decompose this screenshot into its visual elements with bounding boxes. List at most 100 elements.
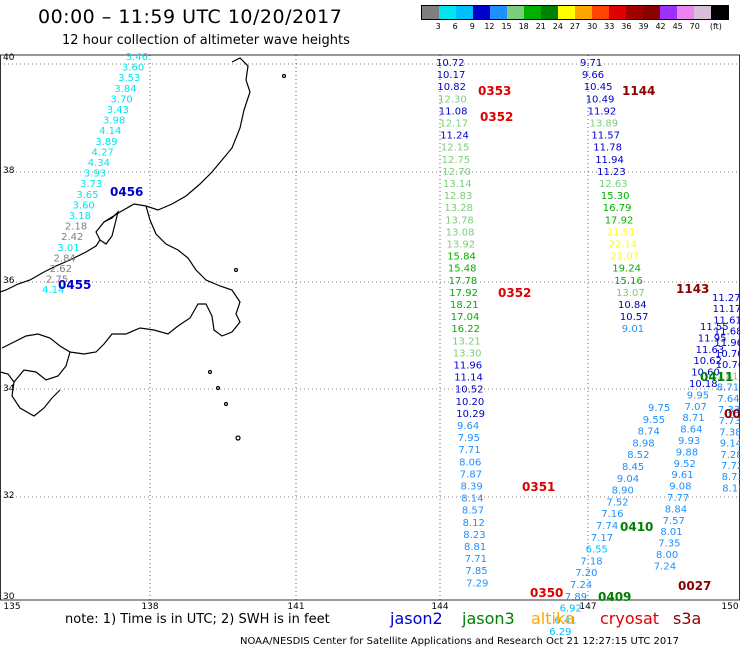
wave-height-value: 6.29 [549, 627, 571, 638]
legend-labels: 3 6 9 12 15 18 21 24 27 30 33 36 39 42 45 70 (ft) [421, 22, 729, 34]
pass-time-label: 0352 [498, 286, 531, 300]
wave-height-value: 8.71 [682, 413, 704, 424]
pass-time-label: 1144 [622, 84, 655, 98]
legend-swatch-5 [507, 6, 524, 19]
pass-time-label: 0353 [478, 84, 511, 98]
wave-height-value: 8.74 [638, 427, 660, 438]
wave-height-value: 6.41 [554, 615, 576, 626]
wave-height-value: 10.82 [437, 82, 466, 93]
japan-coastline [0, 57, 287, 441]
wave-height-value: 3.60 [73, 200, 95, 211]
island-5 [223, 401, 229, 407]
island-6 [235, 435, 241, 441]
wave-height-value: 8.45 [622, 462, 644, 473]
legend-label-7: 24 [552, 22, 563, 31]
legend-swatch-0 [422, 6, 439, 19]
legend-color-bar [421, 5, 729, 20]
wave-height-value: 17.78 [449, 276, 478, 287]
wave-height-value: 8.12 [463, 518, 485, 529]
wave-height-value: 3.70 [111, 94, 133, 105]
wave-height-value: 3.43 [107, 105, 129, 116]
wave-height-value: 3.60 [122, 63, 144, 74]
wave-height-value: 11.08 [439, 106, 468, 117]
wave-height-value: 8.19 [722, 483, 740, 494]
legend-swatch-12 [626, 6, 643, 19]
wave-height-value: 8.84 [665, 504, 687, 515]
lon-tick-150: 150 [721, 602, 739, 612]
wave-height-value: 7.24 [654, 561, 676, 572]
wave-height-value: 15.30 [601, 191, 630, 202]
legend-label-15: 70 [689, 22, 700, 31]
wave-height-value: 9.75 [648, 403, 670, 414]
wave-height-value: 8.71 [717, 383, 739, 394]
wave-height-value: 3.93 [84, 169, 106, 180]
wave-height-value: 11.96 [714, 338, 740, 349]
legend-label-5: 18 [518, 22, 529, 31]
legend-swatch-1 [439, 6, 456, 19]
wave-height-value: 9.14 [720, 439, 740, 450]
wave-height-value: 13.08 [446, 227, 475, 238]
wave-height-value: 8.39 [461, 482, 483, 493]
pass-time-label: 0351 [522, 480, 555, 494]
lat-tick-40: 40 [3, 53, 15, 63]
wave-height-value: 3.73 [80, 179, 102, 190]
wave-height-value: 8.64 [680, 425, 702, 436]
wave-height-value: 11.68 [714, 327, 740, 338]
wave-height-value: 7.77 [667, 493, 689, 504]
wave-height-value: 10.18 [689, 379, 718, 390]
sat-cryosat: cryosat [600, 609, 660, 628]
pass-time-label: 0352 [480, 110, 513, 124]
wave-height-value: 3.65 [76, 190, 98, 201]
legend-label-4: 15 [501, 22, 512, 31]
legend-swatch-10 [592, 6, 609, 19]
wave-height-value: 22.14 [609, 240, 638, 251]
legend-label-3: 12 [484, 22, 495, 31]
wave-height-value: 12.15 [441, 143, 470, 154]
wave-height-value: 10.62 [693, 356, 722, 367]
legend-swatch-13 [643, 6, 660, 19]
wave-height-value: 7.64 [717, 394, 739, 405]
legend-label-10: 33 [604, 22, 615, 31]
wave-height-value: 8.57 [462, 506, 484, 517]
wave-height-value: 13.07 [616, 288, 645, 299]
wave-height-value: 8.52 [627, 450, 649, 461]
wave-height-value: 9.55 [643, 415, 665, 426]
wave-height-value: 9.04 [617, 474, 639, 485]
legend-label-0: 3 [435, 22, 441, 31]
pass-time-label: 1143 [676, 282, 709, 296]
legend-swatch-14 [660, 6, 677, 19]
wave-height-value: 11.55 [700, 322, 729, 333]
wave-height-value: 12.75 [442, 155, 471, 166]
wave-height-value: 9.61 [671, 470, 693, 481]
wave-height-value: 7.18 [580, 556, 602, 567]
legend-swatch-15 [677, 6, 694, 19]
pass-time-label: 00 [724, 407, 740, 421]
pass-time-label: 0410 [620, 520, 653, 534]
wave-height-value: 7.81 [716, 371, 738, 382]
wave-height-value: 4.14 [99, 126, 121, 137]
island-1 [281, 73, 287, 79]
wave-height-value: 12.63 [599, 179, 628, 190]
wave-height-value: 17.92 [605, 215, 634, 226]
page-title: 00:00 – 11:59 UTC 10/20/2017 [38, 6, 343, 28]
legend-label-1: 6 [452, 22, 458, 31]
wave-height-value: 4.34 [88, 158, 110, 169]
wave-height-value: 7.29 [466, 578, 488, 589]
wave-height-value: 7.57 [663, 516, 685, 527]
wave-height-value: 7.16 [601, 509, 623, 520]
wave-height-value: 9.66 [582, 70, 604, 81]
legend-label-8: 27 [569, 22, 581, 31]
wave-height-value: 3.53 [118, 73, 140, 84]
wave-height-value: 8.23 [463, 530, 485, 541]
lon-tick-141: 141 [287, 602, 305, 612]
footer-credit: NOAA/NESDIS Center for Satellite Applica… [240, 636, 679, 647]
island-2 [233, 267, 239, 273]
wave-height-value: 8.14 [461, 494, 483, 505]
pass-time-label: 0409 [598, 590, 631, 604]
legend-label-9: 30 [587, 22, 598, 31]
lat-tick-36: 36 [3, 276, 15, 286]
lat-tick-38: 38 [3, 166, 15, 176]
legend-swatch-4 [490, 6, 507, 19]
wave-height-value: 3.98 [103, 116, 125, 127]
